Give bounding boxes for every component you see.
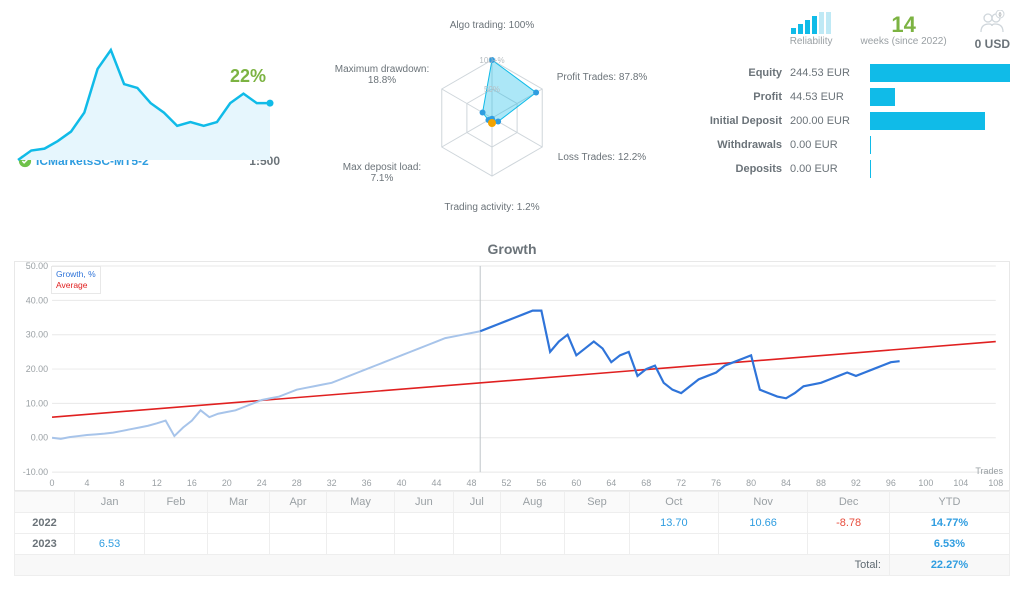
subscribers-icon: 0 — [978, 10, 1006, 34]
x-axis-label: Trades — [975, 466, 1003, 476]
svg-text:100: 100 — [918, 478, 933, 488]
svg-text:40.00: 40.00 — [26, 295, 48, 305]
stat-row: Profit44.53 EUR — [700, 85, 1010, 109]
svg-text:20.00: 20.00 — [26, 364, 48, 374]
svg-text:32: 32 — [327, 478, 337, 488]
svg-text:16: 16 — [187, 478, 197, 488]
svg-text:-10.00: -10.00 — [23, 467, 48, 477]
svg-text:0: 0 — [999, 13, 1002, 19]
svg-text:40: 40 — [397, 478, 407, 488]
svg-text:80: 80 — [746, 478, 756, 488]
svg-text:Maximum drawdown:: Maximum drawdown: — [335, 64, 429, 75]
svg-text:7.1%: 7.1% — [371, 173, 394, 184]
stat-row: Initial Deposit200.00 EUR — [700, 109, 1010, 133]
svg-text:Algo trading: 100%: Algo trading: 100% — [450, 20, 535, 31]
svg-text:44: 44 — [432, 478, 442, 488]
weeks-stat: 14 weeks (since 2022) — [861, 14, 947, 47]
svg-text:48: 48 — [467, 478, 477, 488]
svg-text:30.00: 30.00 — [26, 330, 48, 340]
svg-text:60: 60 — [571, 478, 581, 488]
radar-panel: 50% 100+% Algo trading: 100% Profit Trades:… — [304, 10, 680, 223]
svg-text:18.8%: 18.8% — [368, 75, 396, 86]
svg-text:84: 84 — [781, 478, 791, 488]
svg-text:64: 64 — [606, 478, 616, 488]
svg-text:28: 28 — [292, 478, 302, 488]
growth-pct: 22% — [230, 66, 266, 87]
growth-chart: -10.000.0010.0020.0030.0040.0050.0004812… — [14, 261, 1010, 491]
svg-text:56: 56 — [536, 478, 546, 488]
svg-text:10.00: 10.00 — [26, 398, 48, 408]
sparkline-chart: 22% — [14, 10, 274, 150]
svg-text:72: 72 — [676, 478, 686, 488]
svg-text:92: 92 — [851, 478, 861, 488]
monthly-perf-table: JanFebMarAprMayJunJulAugSepOctNovDecYTD … — [14, 491, 1010, 576]
sparkline-panel: 22% ICMarketsSC-MT5-2 1:500 — [14, 10, 284, 168]
svg-text:12: 12 — [152, 478, 162, 488]
svg-text:76: 76 — [711, 478, 721, 488]
svg-text:Loss Trades: 12.2%: Loss Trades: 12.2% — [558, 152, 646, 163]
svg-text:0.00: 0.00 — [31, 433, 48, 443]
svg-text:Profit Trades: 87.8%: Profit Trades: 87.8% — [557, 72, 648, 83]
stats-panel: Reliability 14 weeks (since 2022) 0 0 US… — [700, 10, 1010, 181]
svg-text:52: 52 — [501, 478, 511, 488]
svg-text:Trading activity: 1.2%: Trading activity: 1.2% — [444, 202, 539, 213]
svg-text:108: 108 — [988, 478, 1003, 488]
reliability-stat: Reliability — [790, 14, 833, 47]
svg-text:24: 24 — [257, 478, 267, 488]
svg-text:100+%: 100+% — [479, 56, 504, 65]
svg-text:104: 104 — [953, 478, 968, 488]
svg-text:20: 20 — [222, 478, 232, 488]
svg-text:50.00: 50.00 — [26, 262, 48, 271]
svg-text:68: 68 — [641, 478, 651, 488]
svg-text:4: 4 — [85, 478, 90, 488]
svg-text:50%: 50% — [484, 85, 500, 94]
svg-text:Max deposit load:: Max deposit load: — [343, 162, 421, 173]
stat-row: Withdrawals0.00 EUR — [700, 133, 1010, 157]
growth-title: Growth — [14, 241, 1010, 257]
svg-text:96: 96 — [886, 478, 896, 488]
growth-legend: Growth, % Average — [51, 266, 101, 294]
subscribers-stat: 0 0 USD — [975, 10, 1010, 51]
svg-text:8: 8 — [119, 478, 124, 488]
svg-text:88: 88 — [816, 478, 826, 488]
stat-row: Equity244.53 EUR — [700, 61, 1010, 85]
svg-text:0: 0 — [50, 478, 55, 488]
stat-row: Deposits0.00 EUR — [700, 157, 1010, 181]
svg-text:36: 36 — [362, 478, 372, 488]
